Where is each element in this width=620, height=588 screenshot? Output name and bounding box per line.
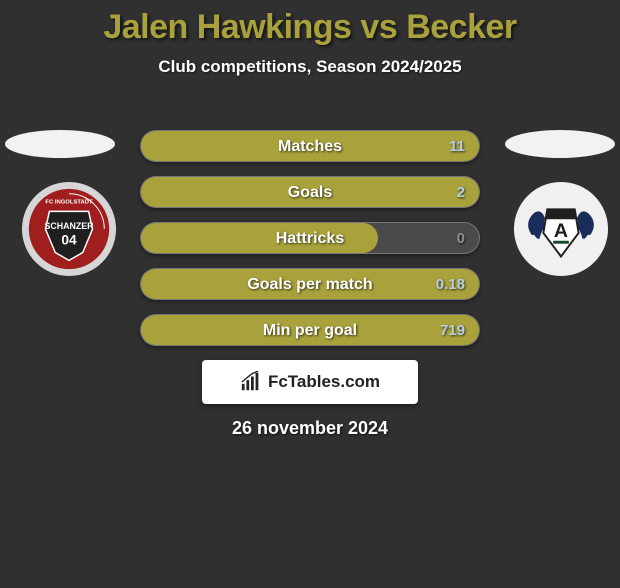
watermark-badge: FcTables.com xyxy=(202,360,418,404)
stat-bar: Goals per match0.18 xyxy=(140,268,480,300)
subtitle: Club competitions, Season 2024/2025 xyxy=(0,57,620,77)
svg-text:FC INGOLSTADT: FC INGOLSTADT xyxy=(45,200,93,206)
stat-row: Matches11 xyxy=(140,130,480,162)
stat-label: Hattricks xyxy=(141,223,479,255)
stat-label: Goals per match xyxy=(141,269,479,301)
stat-label: Matches xyxy=(141,131,479,163)
stat-value: 719 xyxy=(440,315,465,347)
stat-bar: Matches11 xyxy=(140,130,480,162)
stat-bar: Min per goal719 xyxy=(140,314,480,346)
stat-bar: Goals2 xyxy=(140,176,480,208)
ingolstadt-badge-icon: FC INGOLSTADT SCHANZER 04 xyxy=(20,180,118,278)
player2-ellipse xyxy=(505,130,615,158)
chart-icon xyxy=(240,371,262,393)
date-text: 26 november 2024 xyxy=(0,418,620,439)
arminia-badge-icon: A xyxy=(512,180,610,278)
stat-label: Goals xyxy=(141,177,479,209)
comparison-title: Jalen Hawkings vs Becker xyxy=(0,8,620,47)
stat-row: Min per goal719 xyxy=(140,314,480,346)
stat-row: Goals per match0.18 xyxy=(140,268,480,300)
player1-name: Jalen Hawkings xyxy=(103,8,351,46)
vs-text: vs xyxy=(360,8,397,46)
svg-text:A: A xyxy=(554,220,568,242)
club-crest-right: A xyxy=(512,180,610,278)
stat-row: Hattricks0 xyxy=(140,222,480,254)
svg-text:SCHANZER: SCHANZER xyxy=(45,221,95,231)
stat-value: 0.18 xyxy=(436,269,465,301)
stat-value: 11 xyxy=(449,131,465,163)
player1-ellipse xyxy=(5,130,115,158)
club-crest-left: FC INGOLSTADT SCHANZER 04 xyxy=(20,180,118,278)
stat-value: 2 xyxy=(457,177,465,209)
stat-bar: Hattricks0 xyxy=(140,222,480,254)
svg-text:04: 04 xyxy=(61,233,77,248)
stat-label: Min per goal xyxy=(141,315,479,347)
stat-row: Goals2 xyxy=(140,176,480,208)
stat-value: 0 xyxy=(457,223,465,255)
player2-name: Becker xyxy=(406,8,516,46)
watermark-text: FcTables.com xyxy=(268,372,380,392)
